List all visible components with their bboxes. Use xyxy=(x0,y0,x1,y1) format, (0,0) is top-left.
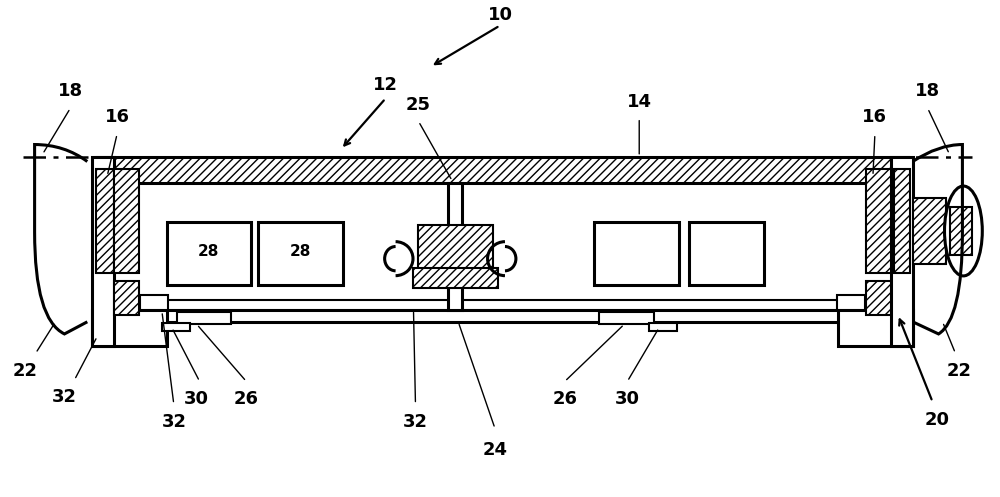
Bar xyxy=(894,169,910,273)
Bar xyxy=(689,222,764,285)
Bar xyxy=(866,169,891,273)
Text: 16: 16 xyxy=(862,108,887,126)
Text: 30: 30 xyxy=(615,390,640,408)
Text: 32: 32 xyxy=(52,388,77,407)
Bar xyxy=(649,323,677,331)
Bar xyxy=(140,295,168,310)
Bar xyxy=(418,225,493,273)
Text: 10: 10 xyxy=(488,6,512,24)
Bar xyxy=(594,222,679,285)
Text: 22: 22 xyxy=(947,362,972,380)
Bar xyxy=(866,280,891,315)
Bar xyxy=(97,157,908,183)
Bar xyxy=(177,312,231,324)
Bar xyxy=(92,157,114,346)
Bar xyxy=(147,310,853,322)
Bar xyxy=(448,183,462,310)
Bar xyxy=(838,310,913,346)
Text: 16: 16 xyxy=(105,108,130,126)
Text: 20: 20 xyxy=(925,411,950,429)
Text: 25: 25 xyxy=(406,96,431,114)
Bar xyxy=(147,300,853,310)
Text: 26: 26 xyxy=(552,390,577,408)
Text: 28: 28 xyxy=(198,244,219,259)
Bar xyxy=(950,207,972,255)
Bar xyxy=(114,169,139,273)
Ellipse shape xyxy=(945,186,982,276)
Text: 14: 14 xyxy=(627,92,652,110)
Text: 18: 18 xyxy=(915,82,940,100)
Bar xyxy=(599,312,654,324)
Text: 26: 26 xyxy=(234,390,259,408)
Bar xyxy=(162,323,190,331)
Bar xyxy=(167,222,251,285)
Bar xyxy=(92,310,167,346)
Bar xyxy=(114,280,139,315)
Text: 32: 32 xyxy=(161,413,186,430)
Bar xyxy=(913,198,946,263)
Bar xyxy=(258,222,343,285)
Bar xyxy=(891,157,913,346)
Text: 22: 22 xyxy=(12,362,37,380)
Text: 28: 28 xyxy=(289,244,311,259)
Text: 12: 12 xyxy=(373,76,398,93)
Text: 30: 30 xyxy=(184,390,209,408)
Bar xyxy=(837,295,865,310)
Text: 32: 32 xyxy=(403,413,428,430)
Bar xyxy=(413,268,498,288)
Text: 24: 24 xyxy=(483,441,508,459)
Text: 18: 18 xyxy=(58,82,83,100)
Bar xyxy=(96,169,114,273)
